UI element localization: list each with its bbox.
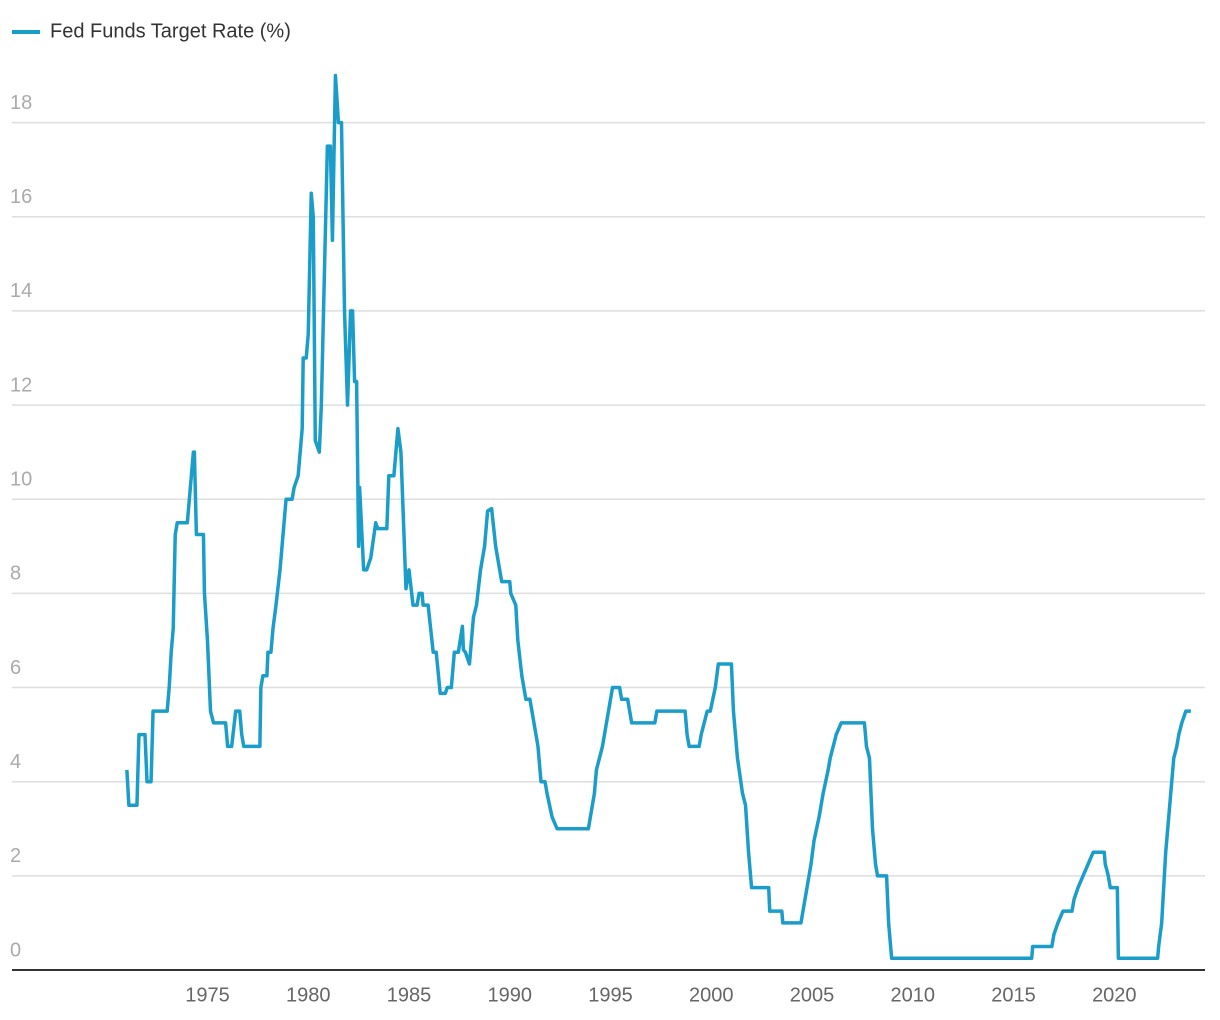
- y-tick-label: 4: [10, 751, 21, 773]
- y-tick-label: 2: [10, 845, 21, 867]
- x-tick-label: 2020: [1092, 984, 1137, 1006]
- y-tick-label: 10: [10, 469, 32, 491]
- y-tick-label: 16: [10, 186, 32, 208]
- x-tick-label: 1985: [387, 984, 432, 1006]
- line: [125, 73, 1191, 960]
- y-tick-label: 18: [10, 92, 32, 114]
- y-tick-label: 0: [10, 939, 21, 961]
- x-tick-label: 1980: [286, 984, 331, 1006]
- y-tick-label: 8: [10, 563, 21, 585]
- y-tick-label: 14: [10, 280, 32, 302]
- x-tick-label: 2010: [891, 984, 936, 1006]
- x-tick-label: 1990: [488, 984, 533, 1006]
- y-tick-label: 6: [10, 657, 21, 679]
- legend-label: Fed Funds Target Rate (%): [50, 20, 291, 42]
- x-tick-label: 2015: [991, 984, 1036, 1006]
- x-tick-label: 1995: [588, 984, 633, 1006]
- x-tick-label: 1975: [185, 984, 230, 1006]
- x-tick-label: 2000: [689, 984, 734, 1006]
- x-tick-label: 2005: [790, 984, 835, 1006]
- y-tick-label: 12: [10, 374, 32, 396]
